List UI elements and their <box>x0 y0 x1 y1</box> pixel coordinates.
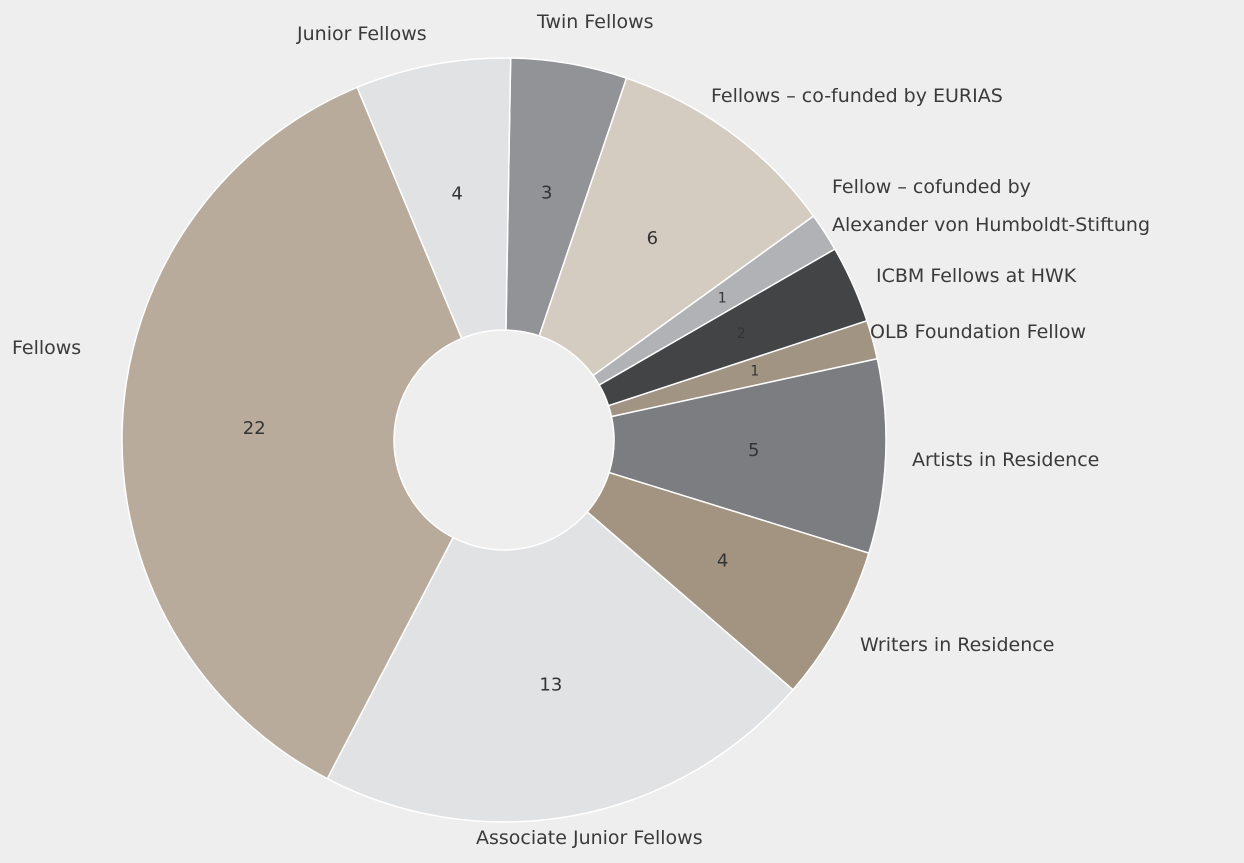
slice-label: Fellows <box>12 337 82 359</box>
value-label: 22 <box>243 418 266 439</box>
value-label: 6 <box>647 228 658 249</box>
value-label: 1 <box>718 291 727 307</box>
value-label: 3 <box>541 183 552 204</box>
slice-label: Fellows – co-funded by EURIAS <box>711 85 1003 107</box>
value-label: 5 <box>748 440 759 461</box>
slice-label: Fellow – cofunded by Alexander von Humbo… <box>832 176 1151 236</box>
value-label: 13 <box>539 675 562 696</box>
slice-label: OLB Foundation Fellow <box>870 321 1087 343</box>
slice-label: ICBM Fellows at HWK <box>876 265 1077 287</box>
slice-label: Junior Fellows <box>297 23 427 45</box>
value-label: 4 <box>717 550 728 571</box>
value-label: 4 <box>451 183 462 204</box>
slice-label: Twin Fellows <box>537 11 654 33</box>
value-label: 2 <box>737 326 746 342</box>
slice-label: Artists in Residence <box>912 449 1100 471</box>
slice <box>538 77 815 377</box>
slice <box>608 357 887 555</box>
slice-label: Writers in Residence <box>860 634 1055 656</box>
value-label: 1 <box>750 364 759 380</box>
slice <box>121 86 463 780</box>
slice <box>356 57 512 340</box>
slice <box>326 510 795 823</box>
slice-label: Associate Junior Fellows <box>476 827 703 849</box>
